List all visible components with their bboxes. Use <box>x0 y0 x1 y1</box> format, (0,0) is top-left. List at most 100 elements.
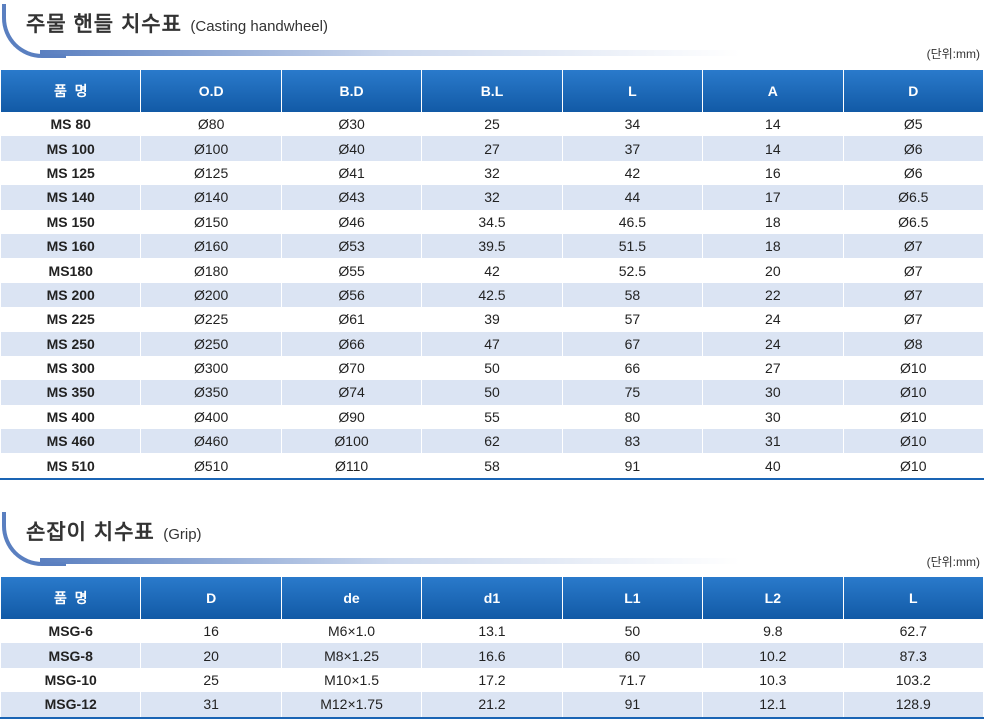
handwheel-table: 품 명 O.D B.D B.L L A D MS 80 Ø80 Ø30 25 34 14 Ø5 MS 10… <box>0 70 985 480</box>
table-cell: 37 <box>561 136 704 161</box>
handwheel-title-en: (Casting handwheel) <box>190 18 328 35</box>
grip-section-title: 손잡이 치수표 (Grip) <box>0 508 986 566</box>
table-cell: 52.5 <box>561 258 704 283</box>
table-cell: 46.5 <box>561 209 704 234</box>
table-cell: Ø43 <box>280 185 423 210</box>
table-cell: M6×1.0 <box>280 619 423 644</box>
table-body: MSG-6 16 M6×1.0 13.1 50 9.8 62.7 MSG-8 20 M8×1.25… <box>0 619 985 719</box>
table-cell: Ø55 <box>280 258 423 283</box>
table-cell: 51.5 <box>561 233 704 259</box>
table-cell: 58 <box>561 282 704 308</box>
table-cell: M8×1.25 <box>280 643 423 668</box>
table-cell: Ø7 <box>842 258 985 283</box>
table-cell: 55 <box>421 404 563 430</box>
table-row: MS 400 Ø400 Ø90 55 80 30 Ø10 <box>0 404 985 430</box>
table-cell: 10.3 <box>702 667 844 693</box>
table-cell: Ø180 <box>140 258 282 283</box>
table-cell: 66 <box>561 355 704 381</box>
table-row: MS180 Ø180 Ø55 42 52.5 20 Ø7 <box>0 258 985 283</box>
table-cell: Ø510 <box>140 453 282 480</box>
product-name-cell: MSG-12 <box>0 692 142 719</box>
product-name-cell: MSG-10 <box>0 667 142 693</box>
table-cell: 12.1 <box>702 692 844 719</box>
title-arc-decoration <box>2 512 66 566</box>
table-cell: Ø10 <box>842 380 985 405</box>
table-cell: 58 <box>421 453 563 480</box>
product-name-cell: MS 80 <box>0 112 142 137</box>
table-cell: 47 <box>421 331 563 356</box>
table-cell: 13.1 <box>421 619 563 644</box>
table-cell: 20 <box>702 258 844 283</box>
table-cell: Ø7 <box>842 307 985 332</box>
table-cell: Ø61 <box>280 307 423 332</box>
table-cell: 16 <box>140 619 282 644</box>
table-cell: 10.2 <box>702 643 844 668</box>
column-header: O.D <box>140 70 282 112</box>
table-cell: Ø74 <box>280 380 423 405</box>
table-cell: 32 <box>421 160 563 186</box>
table-cell: 40 <box>702 453 844 480</box>
table-cell: Ø80 <box>140 112 282 137</box>
table-cell: 31 <box>140 692 282 719</box>
column-header: de <box>280 577 423 619</box>
handwheel-unit-label: (단위:mm) <box>926 47 980 61</box>
table-row: MSG-12 31 M12×1.75 21.2 91 12.1 128.9 <box>0 692 985 719</box>
table-cell: 60 <box>561 643 704 668</box>
table-header-row: 품 명 O.D B.D B.L L A D <box>0 70 985 112</box>
column-header: A <box>702 70 844 112</box>
product-name-cell: MS 250 <box>0 331 142 356</box>
table-cell: 31 <box>702 429 844 454</box>
table-cell: 57 <box>561 307 704 332</box>
column-header: B.L <box>421 70 563 112</box>
table-cell: 9.8 <box>702 619 844 644</box>
table-cell: Ø100 <box>280 429 423 454</box>
product-name-cell: MS 400 <box>0 404 142 430</box>
table-cell: Ø110 <box>280 453 423 480</box>
table-cell: Ø5 <box>842 112 985 137</box>
column-header: L <box>842 577 985 619</box>
table-cell: 30 <box>702 404 844 430</box>
table-cell: 34 <box>561 112 704 137</box>
table-cell: Ø46 <box>280 209 423 234</box>
table-cell: Ø6 <box>842 160 985 186</box>
table-cell: 25 <box>140 667 282 693</box>
table-cell: Ø53 <box>280 233 423 259</box>
table-cell: 22 <box>702 282 844 308</box>
table-cell: Ø160 <box>140 233 282 259</box>
table-cell: 80 <box>561 404 704 430</box>
table-row: MS 300 Ø300 Ø70 50 66 27 Ø10 <box>0 355 985 381</box>
table-cell: 67 <box>561 331 704 356</box>
column-header: d1 <box>421 577 563 619</box>
table-cell: 87.3 <box>842 643 985 668</box>
column-header: L <box>561 70 704 112</box>
table-row: MS 510 Ø510 Ø110 58 91 40 Ø10 <box>0 453 985 480</box>
table-cell: 62 <box>421 429 563 454</box>
table-cell: Ø66 <box>280 331 423 356</box>
table-cell: 20 <box>140 643 282 668</box>
table-cell: 75 <box>561 380 704 405</box>
column-header: L2 <box>702 577 844 619</box>
table-cell: Ø100 <box>140 136 282 161</box>
product-name-cell: MS 300 <box>0 355 142 381</box>
table-row: MS 460 Ø460 Ø100 62 83 31 Ø10 <box>0 429 985 454</box>
table-cell: 24 <box>702 307 844 332</box>
table-cell: Ø225 <box>140 307 282 332</box>
handwheel-section-title: 주물 핸들 치수표 (Casting handwheel) <box>0 0 986 58</box>
table-cell: 50 <box>561 619 704 644</box>
product-name-cell: MS 200 <box>0 282 142 308</box>
table-cell: Ø10 <box>842 453 985 480</box>
table-cell: 25 <box>421 112 563 137</box>
product-name-cell: MS 225 <box>0 307 142 332</box>
table-cell: Ø8 <box>842 331 985 356</box>
column-header: B.D <box>280 70 423 112</box>
column-header: D <box>842 70 985 112</box>
grip-title-en: (Grip) <box>163 526 202 543</box>
column-header: D <box>140 577 282 619</box>
grip-title-kr: 손잡이 치수표 <box>26 521 155 544</box>
table-cell: Ø200 <box>140 282 282 308</box>
table-cell: Ø6 <box>842 136 985 161</box>
table-cell: 16.6 <box>421 643 563 668</box>
table-cell: 17 <box>702 185 844 210</box>
table-cell: 42.5 <box>421 282 563 308</box>
